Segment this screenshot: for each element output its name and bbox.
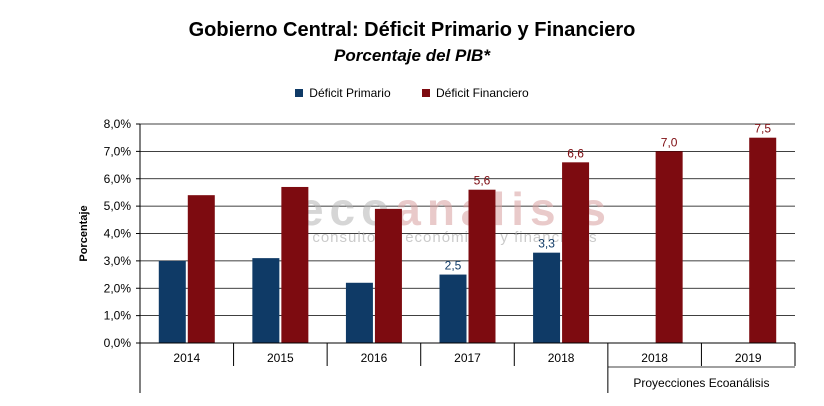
y-tick-label: 6,0% (104, 172, 132, 186)
y-tick-label: 0,0% (104, 336, 132, 350)
legend-item-financiero: Déficit Financiero (422, 86, 529, 100)
y-tick-label: 3,0% (104, 254, 132, 268)
y-axis-title: Porcentaje (78, 205, 90, 261)
data-label: 3,3 (538, 237, 555, 251)
data-label: 2,5 (445, 259, 462, 273)
bar-financiero-2017 (468, 189, 496, 343)
bar-financiero-2014 (187, 195, 215, 343)
x-tick-label: 2014 (173, 351, 200, 365)
bar-financiero-2019 (749, 137, 777, 343)
y-tick-label: 5,0% (104, 199, 132, 213)
chart-title: Gobierno Central: Déficit Primario y Fin… (188, 19, 636, 41)
data-label: 7,5 (754, 122, 771, 136)
bar-primario-2014 (158, 260, 186, 343)
x-tick-label: 2018 (548, 351, 575, 365)
x-tick-label: 2018 (641, 351, 668, 365)
y-tick-label: 4,0% (104, 227, 132, 241)
bar-primario-2018 (533, 252, 561, 343)
legend-label-primario: Déficit Primario (309, 86, 391, 100)
legend: Déficit Primario Déficit Financiero (0, 86, 824, 100)
chart-subtitle: Porcentaje del PIB* (334, 46, 490, 65)
bar-primario-2017 (439, 274, 467, 343)
data-label: 5,6 (474, 174, 491, 188)
x-tick-label: 2019 (735, 351, 762, 365)
bar-financiero-2015 (281, 186, 309, 343)
bar-financiero-2018 (655, 151, 683, 343)
y-tick-label: 2,0% (104, 281, 132, 295)
x-tick-label: 2015 (267, 351, 294, 365)
data-label: 7,0 (661, 135, 678, 149)
legend-label-financiero: Déficit Financiero (436, 86, 529, 100)
legend-swatch-financiero (422, 89, 430, 97)
legend-item-primario: Déficit Primario (295, 86, 391, 100)
bar-financiero-2018 (562, 162, 590, 343)
y-tick-label: 7,0% (104, 144, 132, 158)
y-tick-label: 1,0% (104, 309, 132, 323)
legend-swatch-primario (295, 89, 304, 97)
watermark-brand-left: eco (298, 183, 395, 235)
bar-primario-2015 (252, 258, 280, 343)
data-label: 6,6 (567, 146, 584, 160)
y-tick-label: 8,0% (104, 117, 132, 131)
x-tick-label: 2016 (361, 351, 388, 365)
bar-primario-2016 (345, 282, 373, 343)
x-tick-label: 2017 (454, 351, 481, 365)
bar-financiero-2016 (374, 208, 402, 343)
group-label: Proyecciones Ecoanálisis (633, 376, 769, 390)
